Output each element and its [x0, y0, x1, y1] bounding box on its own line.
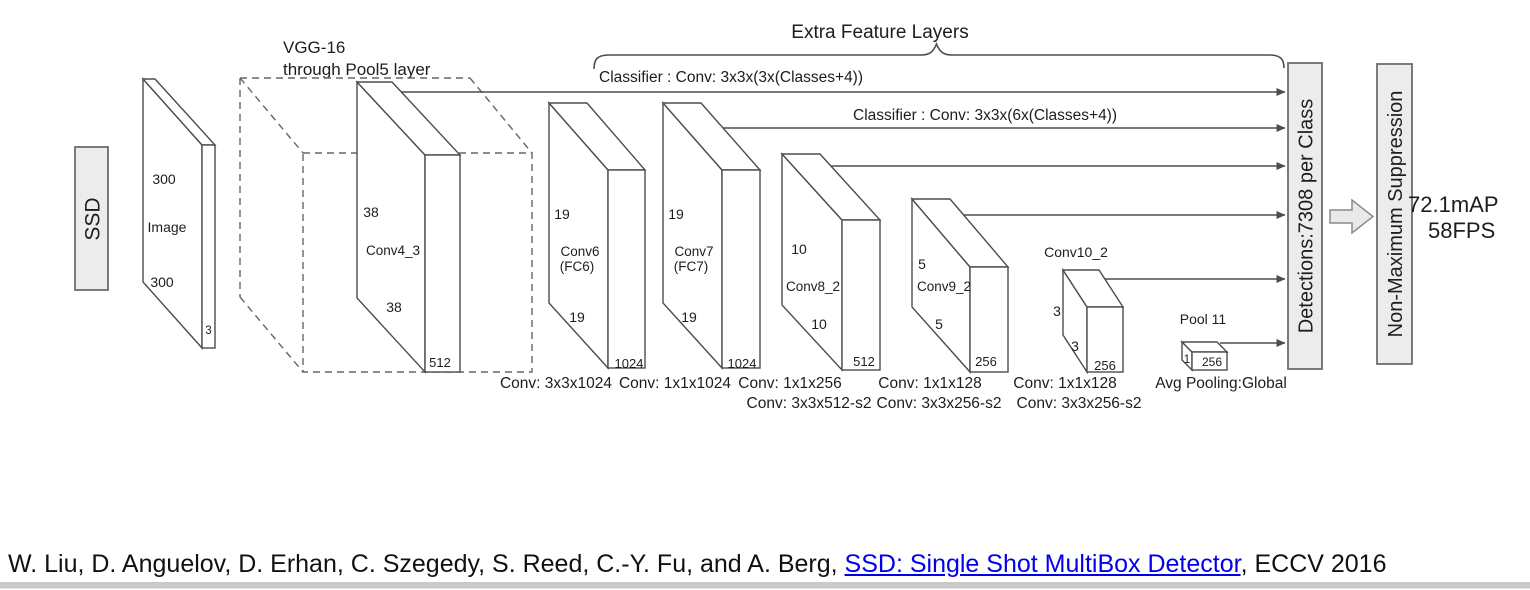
citation-text-before: W. Liu, D. Anguelov, D. Erhan, C. Szeged… — [8, 550, 845, 578]
vgg-dashed-cube — [239, 77, 533, 373]
conv10_2-layer — [1061, 267, 1125, 375]
feature-map-arrows — [401, 88, 1286, 347]
conv9_2-dim-top: 5 — [918, 256, 926, 272]
ssd-box: SSD — [74, 146, 109, 291]
conv8_2-layer — [780, 152, 882, 372]
conv6-op-label: Conv: 3x3x1024 — [500, 375, 612, 392]
pool11-op-label: Avg Pooling:Global — [1155, 375, 1287, 392]
conv8_2-op1-label: Conv: 1x1x256 — [738, 375, 841, 392]
conv4_3-name: Conv4_3 — [366, 243, 420, 258]
conv4_3-dim-bottom: 38 — [386, 299, 402, 315]
conv4_3-depth: 512 — [429, 355, 451, 370]
conv7-name: Conv7 — [674, 244, 713, 259]
vgg-label-line2: through Pool5 layer — [283, 60, 431, 79]
nms-box-label: Non-Maximum Suppression — [1385, 91, 1407, 338]
citation-paper-link[interactable]: SSD: Single Shot MultiBox Detector — [844, 550, 1241, 578]
conv10_2-dim-top: 3 — [1053, 303, 1061, 319]
conv8_2-depth: 512 — [853, 354, 875, 369]
classifier1-label: Classifier : Conv: 3x3x(3x(Classes+4)) — [599, 69, 863, 86]
pool11-depth: 256 — [1202, 355, 1222, 369]
citation-line: W. Liu, D. Anguelov, D. Erhan, C. Szeged… — [8, 549, 1523, 580]
conv4_3-dim-top: 38 — [363, 204, 379, 220]
input-image-layer — [141, 77, 217, 350]
pool11-dim: 1 — [1184, 354, 1190, 366]
conv9_2-depth: 256 — [975, 354, 997, 369]
conv7-depth: 1024 — [728, 356, 757, 371]
conv6-name: Conv6 — [560, 244, 599, 259]
conv8_2-name: Conv8_2 — [786, 279, 840, 294]
image-layer-name: Image — [148, 219, 187, 235]
conv9_2-op1-label: Conv: 1x1x128 — [878, 375, 981, 392]
conv7-op-label: Conv: 1x1x1024 — [619, 375, 731, 392]
vgg-label-line1: VGG-16 — [283, 38, 345, 57]
conv6-dim-top: 19 — [554, 206, 570, 222]
conv10_2-op2-label: Conv: 3x3x256-s2 — [1017, 395, 1142, 412]
conv6-depth: 1024 — [615, 356, 644, 371]
conv4_3-layer — [355, 80, 462, 374]
conv8_2-dim-top: 10 — [791, 241, 807, 257]
image-dim-bottom: 300 — [150, 274, 174, 290]
image-dim-top: 300 — [152, 171, 176, 187]
conv7-layer — [661, 101, 762, 370]
conv6-dim-bottom: 19 — [569, 309, 585, 325]
conv10_2-op1-label: Conv: 1x1x128 — [1013, 375, 1116, 392]
conv7-alias: (FC7) — [674, 259, 709, 274]
conv10_2-name: Conv10_2 — [1044, 244, 1108, 260]
detections-box-label: Detections:7308 per Class — [1296, 99, 1318, 334]
conv9_2-op2-label: Conv: 3x3x256-s2 — [877, 395, 1002, 412]
pool11-name: Pool 11 — [1180, 311, 1227, 327]
conv8_2-op2-label: Conv: 3x3x512-s2 — [747, 395, 872, 412]
conv10_2-dim-bottom: 3 — [1071, 338, 1079, 354]
conv8_2-dim-bottom: 10 — [811, 316, 827, 332]
conv7-dim-bottom: 19 — [681, 309, 697, 325]
conv6-layer — [547, 101, 647, 370]
classifier2-label: Classifier : Conv: 3x3x(6x(Classes+4)) — [853, 107, 1117, 124]
citation-text-after: , ECCV 2016 — [1240, 550, 1387, 578]
conv9_2-name: Conv9_2 — [917, 279, 971, 294]
extra-feature-layers-brace — [593, 41, 1285, 70]
block-arrow-to-nms — [1329, 198, 1375, 235]
result-fps-label: 58FPS — [1428, 218, 1495, 243]
conv9_2-layer — [910, 197, 1010, 374]
slide-bottom-strip — [0, 582, 1530, 589]
image-depth: 3 — [205, 325, 211, 337]
result-map-label: 72.1mAP — [1408, 192, 1499, 217]
conv6-alias: (FC6) — [560, 259, 595, 274]
nms-box: Non-Maximum Suppression — [1376, 63, 1413, 365]
extra-feature-layers-title: Extra Feature Layers — [791, 22, 968, 43]
conv7-dim-top: 19 — [668, 206, 684, 222]
detections-box: Detections:7308 per Class — [1287, 62, 1323, 370]
ssd-box-label: SSD — [81, 197, 104, 240]
pool11-layer — [1180, 340, 1229, 372]
conv9_2-dim-bottom: 5 — [935, 316, 943, 332]
conv10_2-depth: 256 — [1094, 358, 1116, 373]
